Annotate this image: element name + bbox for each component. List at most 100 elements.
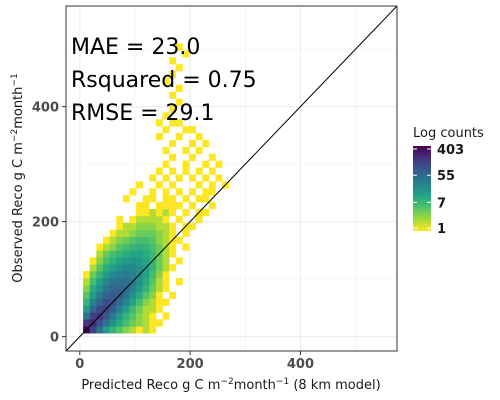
- x-axis-title-sup1: −2: [220, 377, 233, 387]
- density-bin: [96, 243, 104, 251]
- density-bin: [83, 305, 91, 313]
- density-bin: [169, 70, 177, 79]
- density-bin: [189, 139, 196, 148]
- density-bin: [142, 271, 150, 279]
- one-to-one-line: [65, 5, 398, 352]
- density-bin: [109, 229, 117, 237]
- density-bin: [122, 277, 130, 286]
- density-bin: [116, 277, 124, 286]
- density-bin: [122, 243, 130, 251]
- legend-label: 403: [437, 143, 464, 158]
- legend-colorbar: [413, 146, 431, 231]
- density-bin: [182, 160, 190, 168]
- density-bin: [96, 271, 104, 279]
- density-bin: [182, 126, 190, 134]
- y-axis-title-mid: month: [11, 87, 26, 129]
- annotation-rsquared: Rsquared = 0.75: [71, 68, 257, 93]
- density-bin: [142, 250, 150, 258]
- density-bin: [109, 271, 117, 279]
- density-bin: [162, 284, 170, 293]
- density-bin: [175, 64, 183, 72]
- density-bin: [136, 229, 143, 237]
- density-bin: [89, 298, 97, 306]
- density-bin: [189, 202, 196, 210]
- density-bin: [136, 284, 143, 293]
- density-bin: [89, 312, 97, 320]
- legend-label: 1: [437, 222, 446, 237]
- density-bin: [162, 202, 170, 210]
- density-bin: [155, 264, 163, 272]
- density-bin: [162, 236, 170, 244]
- density-bin: [155, 257, 163, 265]
- density-bin: [149, 264, 157, 272]
- density-bin: [109, 264, 117, 272]
- density-bin: [155, 271, 163, 279]
- x-axis-title-main: Predicted Reco g C m: [81, 378, 220, 393]
- density-bin: [162, 208, 170, 217]
- density-bin: [129, 188, 137, 196]
- density-bin: [129, 326, 137, 334]
- density-bin: [102, 250, 110, 258]
- density-bin: [155, 298, 163, 306]
- density-bin: [149, 312, 157, 320]
- density-bin: [129, 319, 137, 327]
- density-bin: [116, 305, 124, 313]
- density-bin: [175, 257, 183, 265]
- density-bin: [162, 250, 170, 258]
- density-bin: [189, 222, 196, 230]
- density-bin: [109, 312, 117, 320]
- x-tick-label: 400: [287, 357, 314, 372]
- density-bin: [155, 181, 163, 189]
- density-bin: [169, 105, 177, 113]
- density-bin: [162, 312, 170, 320]
- density-bin: [122, 291, 130, 299]
- density-bin: [189, 126, 196, 134]
- annotation-rmse: RMSE = 29.1: [71, 101, 215, 126]
- density-bin: [142, 298, 150, 306]
- density-bin: [195, 181, 203, 189]
- y-axis-title-main: Observed Reco g C m: [11, 142, 26, 283]
- density-bin: [195, 133, 203, 141]
- density-bin: [96, 305, 104, 313]
- density-bin: [189, 153, 196, 161]
- density-bin: [109, 319, 117, 327]
- density-bin: [162, 264, 170, 272]
- density-bin: [122, 195, 130, 203]
- density-bin: [169, 91, 177, 99]
- density-bin: [202, 195, 210, 203]
- density-bin: [136, 312, 143, 320]
- density-bin: [142, 222, 150, 230]
- density-bin: [129, 298, 137, 306]
- density-bin: [129, 236, 137, 244]
- density-bin: [83, 277, 91, 286]
- density-bin: [96, 326, 104, 334]
- x-axis-title: Predicted Reco g C m−2month−1 (8 km mode…: [81, 377, 380, 393]
- density-bin: [96, 257, 104, 265]
- density-bin: [129, 243, 137, 251]
- density-bin: [116, 257, 124, 265]
- density-bin: [208, 167, 216, 175]
- density-bin: [149, 174, 157, 182]
- legend-label: 7: [437, 196, 446, 211]
- density-bin: [102, 312, 110, 320]
- density-bin: [149, 284, 157, 293]
- density-bin: [116, 243, 124, 251]
- density-bin: [175, 236, 183, 244]
- density-bin: [142, 215, 150, 224]
- density-bin: [136, 208, 143, 217]
- density-bin: [162, 298, 170, 306]
- density-bin: [109, 257, 117, 265]
- density-bin: [155, 222, 163, 230]
- density-bin: [116, 215, 124, 224]
- density-bin: [83, 312, 91, 320]
- density-bin: [102, 326, 110, 334]
- density-bin: [162, 160, 170, 168]
- density-bin: [169, 119, 177, 127]
- density-bin: [96, 298, 104, 306]
- density-bin: [175, 277, 183, 286]
- density-bin: [149, 291, 157, 299]
- density-bin: [169, 243, 177, 251]
- density-bin: [96, 277, 104, 286]
- density-bin: [215, 174, 223, 182]
- density-bin: [155, 202, 163, 210]
